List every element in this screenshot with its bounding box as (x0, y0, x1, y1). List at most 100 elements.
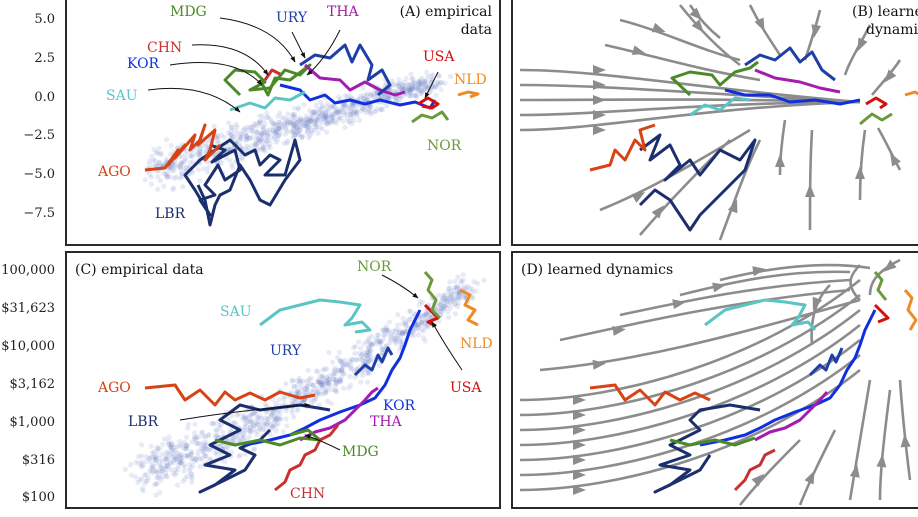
scatter-point (418, 319, 424, 325)
scatter-point (380, 327, 386, 333)
scatter-point (341, 361, 347, 367)
scatter-point (168, 467, 174, 473)
scatter-point (195, 449, 201, 455)
scatter-point (441, 294, 447, 300)
scatter-point (331, 376, 337, 383)
scatter-point (282, 131, 288, 137)
streamline (718, 139, 762, 241)
scatter-point (171, 165, 177, 171)
scatter-point (368, 92, 374, 98)
scatter-point (301, 122, 307, 129)
scatter-point (214, 137, 220, 143)
scatter-point (294, 383, 300, 389)
scatter-point (454, 296, 460, 302)
scatter-point (311, 112, 318, 118)
scatter-point (390, 81, 396, 87)
scatter-point (319, 110, 325, 116)
scatter-point (175, 162, 181, 168)
scatter-point (166, 441, 172, 447)
scatter-point (194, 434, 200, 441)
scatter-point (181, 462, 187, 468)
scatter-point (280, 429, 286, 435)
scatter-point (353, 357, 359, 363)
scatter-point (367, 104, 374, 110)
ytick-c-5: $316 (22, 453, 55, 468)
scatter-point (423, 311, 429, 317)
scatter-point (193, 151, 199, 157)
scatter-point (175, 466, 181, 472)
scatter-point (300, 133, 306, 139)
scatter-point (182, 464, 188, 470)
scatter-point (248, 424, 254, 430)
scatter-point (428, 73, 434, 79)
scatter-point (439, 298, 445, 304)
streamline (848, 379, 872, 501)
scatter-point (236, 438, 242, 444)
scatter-point (250, 422, 256, 428)
scatter-point (256, 120, 263, 127)
scatter-point (159, 468, 165, 474)
scatter-point (402, 86, 408, 92)
scatter-point (175, 450, 181, 457)
scatter-point (390, 328, 396, 334)
scatter-point (143, 471, 149, 478)
scatter-point (365, 369, 371, 376)
scatter-point (342, 358, 348, 364)
scatter-point (314, 124, 320, 130)
trajectory-c-ury (353, 346, 394, 377)
scatter-point (210, 420, 216, 426)
scatter-point (272, 121, 279, 127)
scatter-point (371, 94, 377, 100)
scatter-point (317, 117, 323, 123)
scatter-point (415, 83, 421, 89)
scatter-point (452, 311, 459, 317)
scatter-point (254, 141, 260, 147)
scatter-point (317, 125, 323, 131)
scatter-point (188, 474, 194, 480)
scatter-point (415, 325, 421, 331)
scatter-point (416, 302, 423, 308)
scatter-point (291, 105, 298, 111)
scatter-point (196, 151, 202, 157)
scatter-point (298, 124, 304, 130)
scatter-point (400, 329, 406, 335)
trajectory-c-ago (144, 383, 316, 407)
scatter-point (399, 339, 405, 345)
scatter-point (452, 297, 458, 303)
scatter-point (432, 83, 439, 90)
scatter-point (225, 444, 231, 450)
scatter-point (244, 124, 250, 131)
scatter-point (395, 312, 401, 318)
scatter-point (247, 135, 253, 141)
panel-b: (B) learne dynami (519, 4, 918, 241)
scatter-point (269, 425, 275, 431)
scatter-point (377, 338, 383, 344)
scatter-point (294, 125, 300, 131)
streamline-arrow (631, 45, 646, 56)
annotation-arrow-kor (169, 62, 263, 86)
scatter-point (312, 109, 318, 115)
scatter-point (239, 131, 245, 137)
streamline (519, 100, 861, 117)
scatter-point (379, 350, 385, 356)
ytick-c-1: $31,623 (1, 301, 55, 316)
scatter-point (313, 368, 319, 374)
scatter-point (225, 146, 231, 152)
scatter-point (152, 468, 158, 474)
scatter-point (271, 417, 277, 423)
scatter-point (315, 378, 321, 384)
scatter-point (192, 455, 198, 461)
scatter-point (262, 141, 269, 147)
scatter-point (189, 471, 195, 477)
scatter-point (327, 383, 333, 389)
scatter-point (320, 110, 326, 116)
trajectory-chn (263, 68, 281, 81)
scatter-point (348, 114, 355, 120)
scatter-point (453, 301, 459, 307)
scatter-point (168, 442, 174, 448)
scatter-point (356, 117, 363, 123)
scatter-point (311, 382, 317, 389)
scatter-point (274, 129, 280, 135)
scatter-point (241, 431, 247, 437)
scatter-point (403, 321, 410, 327)
